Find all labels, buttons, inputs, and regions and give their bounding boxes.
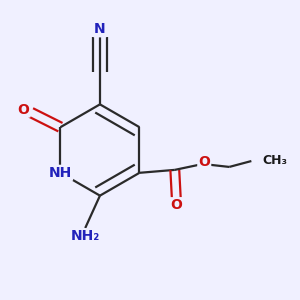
Text: N: N <box>94 22 106 36</box>
Text: O: O <box>170 198 182 212</box>
Text: NH: NH <box>49 166 72 180</box>
Text: O: O <box>198 154 210 169</box>
Text: O: O <box>18 103 30 116</box>
Text: NH₂: NH₂ <box>70 229 100 243</box>
Text: CH₃: CH₃ <box>262 154 287 167</box>
